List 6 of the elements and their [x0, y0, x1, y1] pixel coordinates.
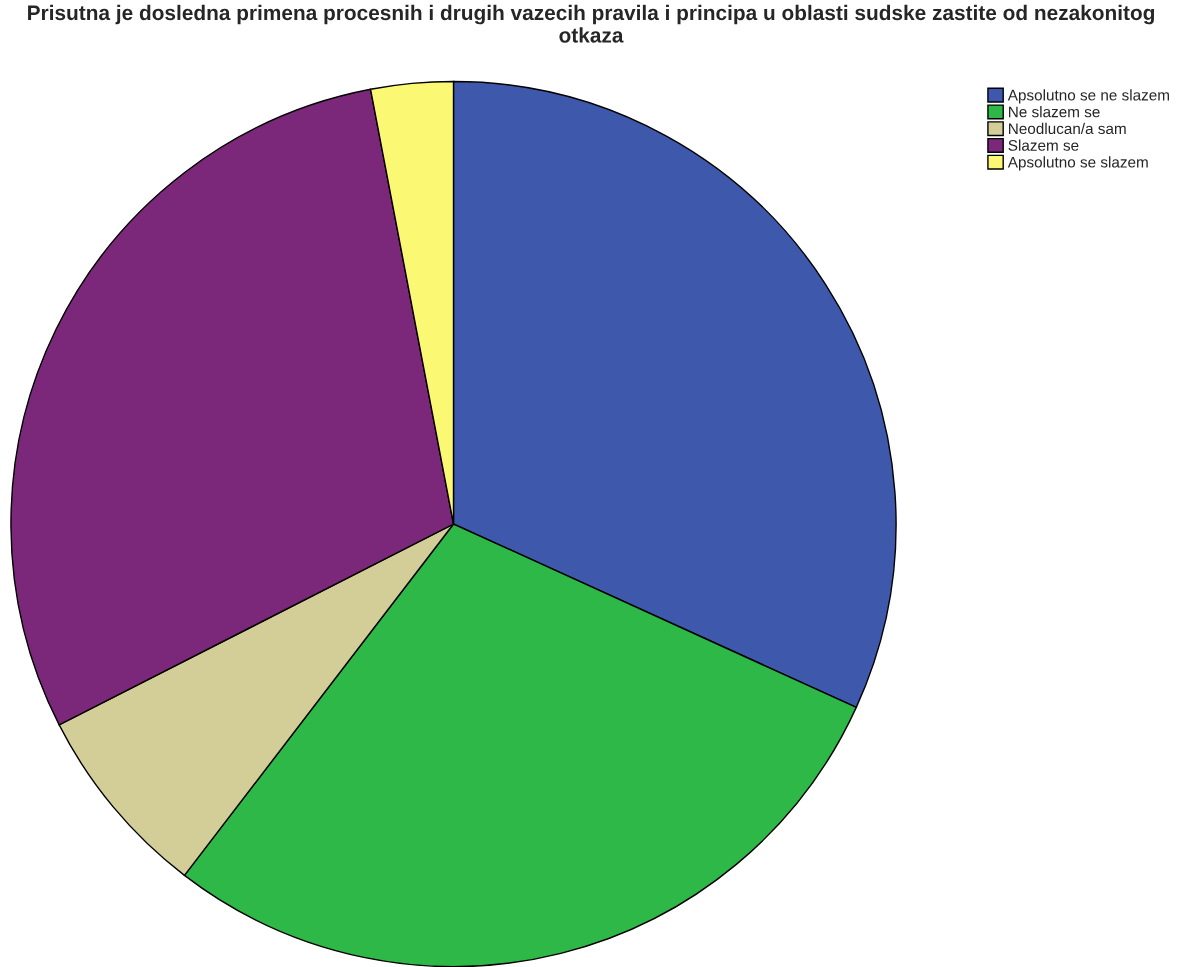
legend-label: Slazem se	[1008, 139, 1079, 151]
legend-label: Neodlucan/a sam	[1009, 122, 1126, 135]
legend-label: Apsolutno se ne slazem	[1007, 89, 1169, 104]
legend-label: Apsolutno se slazem	[1007, 156, 1148, 171]
legend-label: Ne slazem se	[1009, 106, 1100, 118]
chart-title: Prisutna je dosledna primena procesnih i drugih vazecih pravila i principa u oblasti sudske zastite od nezakonitog otkaza	[28, 4, 1155, 43]
